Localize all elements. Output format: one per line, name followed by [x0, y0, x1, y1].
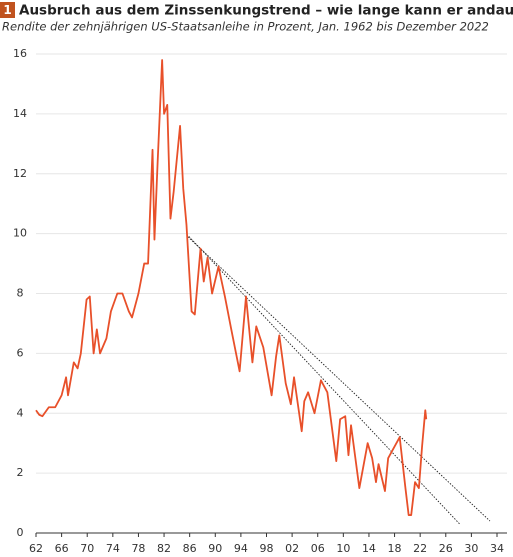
badge: 1 [3, 3, 11, 17]
y-tick-label: 14 [13, 107, 27, 120]
x-tick-label: 30 [464, 542, 478, 555]
x-tick-label: 90 [208, 542, 222, 555]
x-tick-label: 34 [490, 542, 504, 555]
y-tick-label: 8 [17, 287, 24, 300]
x-tick-label: 78 [131, 542, 145, 555]
x-tick-label: 10 [336, 542, 350, 555]
trend-line [187, 236, 491, 522]
y-tick-label: 2 [17, 466, 24, 479]
y-tick-label: 0 [17, 526, 24, 539]
x-tick-label: 14 [362, 542, 376, 555]
x-tick-label: 62 [29, 542, 43, 555]
x-tick-label: 06 [311, 542, 325, 555]
x-tick-label: 02 [285, 542, 299, 555]
y-tick-label: 6 [17, 346, 24, 359]
x-tick-label: 82 [157, 542, 171, 555]
y-tick-label: 12 [13, 167, 27, 180]
x-tick-label: 98 [260, 542, 274, 555]
trend-line [188, 236, 461, 526]
y-tick-label: 10 [13, 227, 27, 240]
y-tick-label: 4 [17, 406, 24, 419]
chart-subtitle: Rendite der zehnjährigen US-Staatsanleih… [2, 20, 489, 34]
x-tick-label: 26 [439, 542, 453, 555]
badge-box [0, 2, 15, 18]
x-tick-label: 22 [413, 542, 427, 555]
x-tick-label: 74 [106, 542, 120, 555]
x-tick-label: 66 [55, 542, 69, 555]
chart-title: Ausbruch aus dem Zinssenkungstrend – wie… [19, 3, 513, 19]
data-line [35, 59, 428, 516]
x-tick-label: 86 [183, 542, 197, 555]
x-tick-label: 18 [388, 542, 402, 555]
x-tick-label: 94 [234, 542, 248, 555]
y-tick-label: 16 [13, 47, 27, 60]
x-tick-label: 70 [80, 542, 94, 555]
